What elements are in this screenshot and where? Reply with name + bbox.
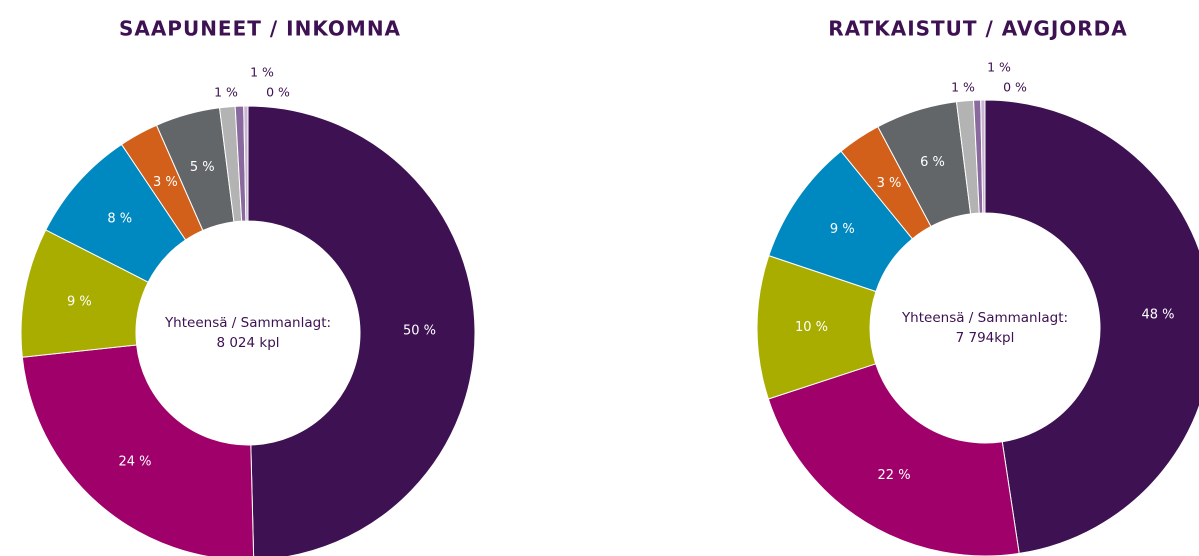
slice-label: 9 % (830, 222, 855, 237)
slice-label: 3 % (153, 175, 178, 190)
donut-chart: RATKAISTUT / AVGJORDA 48 % 22 % 10 % 9 % 3 % 6… (756, 17, 1199, 556)
slice-label: 1 % (987, 60, 1011, 75)
slice-label: 8 % (107, 212, 132, 227)
slice-label: 50 % (403, 323, 436, 338)
center-label: Yhteensä / Sammanlagt: (164, 315, 331, 331)
chart-title: SAAPUNEET / INKOMNA (119, 17, 401, 41)
slice-label: 0 % (1003, 80, 1027, 95)
donut-slice (247, 105, 476, 556)
donut-slice (984, 99, 1199, 554)
donut-chart: SAAPUNEET / INKOMNA 50 % 24 % 9 % 8 % 3 % 5 % 1… (20, 17, 476, 556)
slice-label: 3 % (877, 176, 902, 191)
slice-label: 1 % (214, 85, 238, 100)
donut-slice (767, 363, 1020, 556)
slice-label: 1 % (250, 65, 274, 80)
center-label: Yhteensä / Sammanlagt: (901, 310, 1068, 326)
slice-label: 9 % (67, 294, 92, 309)
chart-title: RATKAISTUT / AVGJORDA (828, 17, 1128, 41)
slice-label: 22 % (878, 468, 911, 483)
slice-label: 48 % (1141, 307, 1174, 322)
center-label: 7 794kpl (956, 330, 1015, 346)
donut-slice (980, 99, 986, 214)
slice-label: 5 % (190, 160, 215, 175)
slice-label: 24 % (118, 454, 151, 469)
donut-slice (243, 105, 249, 222)
slice-label: 10 % (795, 320, 828, 335)
slice-label: 1 % (951, 80, 975, 95)
slice-label: 6 % (920, 155, 945, 170)
slice-label: 0 % (266, 85, 290, 100)
center-label: 8 024 kpl (216, 335, 279, 351)
donut-slice (21, 344, 255, 556)
